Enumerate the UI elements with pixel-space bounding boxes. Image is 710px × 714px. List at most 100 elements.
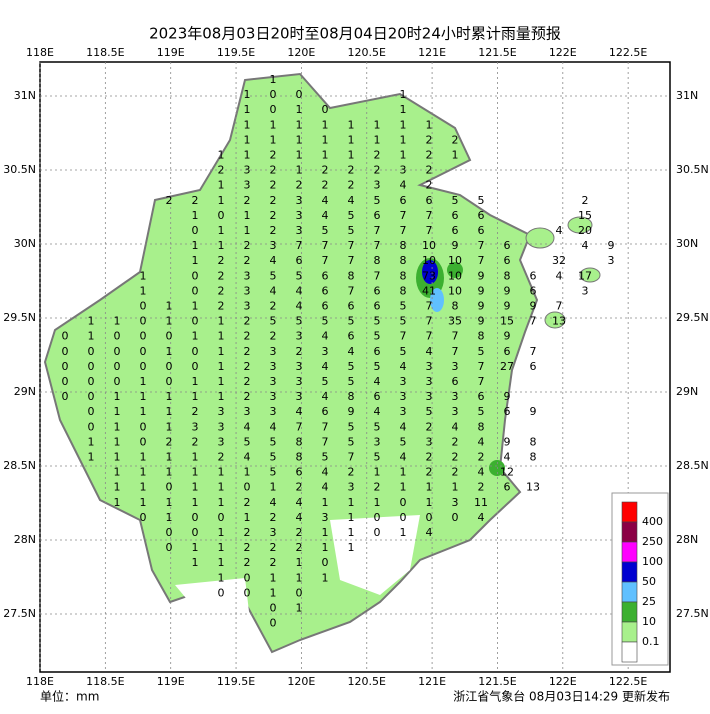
rain-value: 0: [296, 586, 303, 599]
rain-value: 1: [114, 390, 121, 403]
rain-value: 1: [192, 556, 199, 569]
rain-value: 4: [322, 390, 329, 403]
rain-value: 9: [478, 315, 485, 328]
rain-value: 1: [348, 511, 355, 524]
rain-value: 10: [448, 269, 462, 282]
rain-value: 1: [400, 88, 407, 101]
rain-value: 3: [374, 179, 381, 192]
rain-value: 5: [374, 330, 381, 343]
rain-value: 3: [296, 330, 303, 343]
rain-value: 6: [452, 375, 459, 388]
rain-value: 7: [426, 300, 433, 313]
legend-swatch: [621, 641, 638, 663]
rain-value: 0: [270, 88, 277, 101]
rain-value: 6: [400, 194, 407, 207]
rain-value: 1: [348, 541, 355, 554]
lon-label: 119.5E: [217, 675, 255, 688]
rain-value: 2: [192, 194, 199, 207]
rain-value: 1: [166, 451, 173, 464]
rain-value: 1: [296, 133, 303, 146]
rain-value: 2: [296, 345, 303, 358]
rain-value: 5: [270, 435, 277, 448]
rain-value: 2: [270, 179, 277, 192]
rain-value: 2: [244, 239, 251, 252]
rain-value: 1: [114, 481, 121, 494]
rain-value: 0: [218, 511, 225, 524]
rain-value: 4: [478, 466, 485, 479]
rain-value: 7: [426, 209, 433, 222]
rain-value: 7: [322, 435, 329, 448]
rain-value: 1: [270, 571, 277, 584]
rain-value: 7: [400, 209, 407, 222]
rain-value: 7: [478, 239, 485, 252]
legend-label: 10: [642, 615, 656, 628]
lat-label: 30.5N: [676, 163, 709, 176]
rain-value: 1: [400, 149, 407, 162]
rain-value: 1: [270, 133, 277, 146]
rain-value: 1: [192, 390, 199, 403]
rain-value: 7: [478, 360, 485, 373]
rain-value: 0: [88, 375, 95, 388]
rain-value: 7: [348, 239, 355, 252]
rain-value: 0: [62, 330, 69, 343]
rain-value: 1: [296, 103, 303, 116]
lat-label: 31N: [676, 89, 698, 102]
rain-value: 7: [530, 345, 537, 358]
dry-area: [330, 515, 420, 595]
rain-value: 3: [426, 360, 433, 373]
rain-value: 6: [530, 269, 537, 282]
rain-value: 7: [452, 330, 459, 343]
rain-value: 2: [426, 179, 433, 192]
rain-value: 3: [426, 390, 433, 403]
rain-value: 1: [296, 164, 303, 177]
rain-value: 3: [244, 164, 251, 177]
rain-value: 1: [140, 284, 147, 297]
rain-value: 3: [426, 375, 433, 388]
province-area: [43, 72, 539, 654]
lat-label: 28.5N: [676, 459, 709, 472]
rain-value: 1: [400, 103, 407, 116]
rain-value: 3: [322, 511, 329, 524]
rain-value: 5: [374, 451, 381, 464]
rain-value: 5: [478, 345, 485, 358]
lon-label: 121.5E: [478, 675, 516, 688]
rain-value: 32: [552, 254, 566, 267]
rain-value: 4: [374, 375, 381, 388]
rain-value: 8: [348, 269, 355, 282]
rain-value: 8: [504, 269, 511, 282]
rain-value: 3: [244, 179, 251, 192]
rain-value: 7: [530, 315, 537, 328]
rain-value: 5: [270, 451, 277, 464]
rain-value: 0: [322, 103, 329, 116]
rain-value: 5: [322, 315, 329, 328]
rain-value: 1: [374, 466, 381, 479]
rain-value: 2: [270, 556, 277, 569]
rain-value: 0: [192, 224, 199, 237]
rain-value: 2: [244, 254, 251, 267]
rain-value: 1: [270, 73, 277, 86]
rain-value: 8: [296, 435, 303, 448]
rain-value: 1: [192, 209, 199, 222]
rain-value: 0: [114, 330, 121, 343]
rain-value: 5: [348, 209, 355, 222]
rain-value: 13: [526, 481, 540, 494]
rain-value: 2: [244, 315, 251, 328]
rain-value: 1: [452, 149, 459, 162]
lon-label: 121E: [418, 675, 446, 688]
rain-value: 7: [374, 224, 381, 237]
legend-label: 25: [642, 595, 656, 608]
rain-value: 2: [244, 194, 251, 207]
rain-value: 1: [218, 541, 225, 554]
rain-value: 8: [400, 269, 407, 282]
rain-value: 5: [348, 420, 355, 433]
rain-value: 1: [218, 526, 225, 539]
rain-value: 1: [348, 133, 355, 146]
rain-value: 6: [322, 300, 329, 313]
rain-value: 9: [478, 284, 485, 297]
rain-value: 1: [218, 224, 225, 237]
rain-10: [447, 262, 463, 278]
rain-value: 4: [556, 269, 563, 282]
rain-value: 6: [374, 345, 381, 358]
rain-value: 1: [426, 118, 433, 131]
rain-value: 2: [452, 451, 459, 464]
